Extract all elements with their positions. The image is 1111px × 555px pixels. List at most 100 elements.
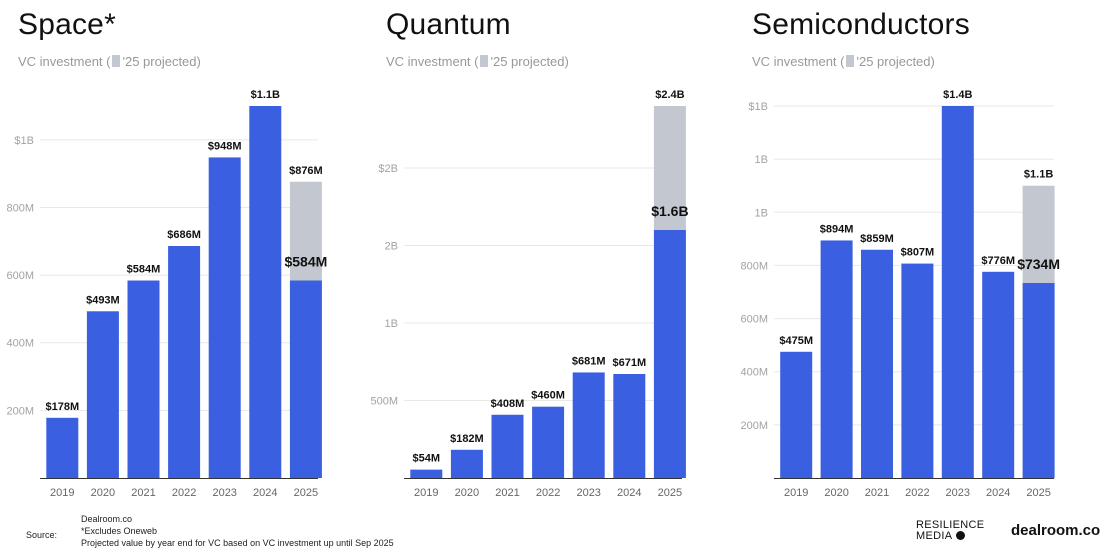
inner-value-label: $1.6B bbox=[651, 203, 688, 219]
bar bbox=[127, 280, 160, 478]
dealroom-logo: dealroom.co bbox=[1011, 522, 1101, 539]
inner-value-label: $734M bbox=[1017, 256, 1060, 272]
bar bbox=[820, 240, 853, 478]
bar bbox=[653, 230, 686, 478]
subtitle-suffix: '25 projected) bbox=[490, 54, 569, 69]
x-tick-label: 2023 bbox=[946, 487, 970, 499]
x-tick-label: 2021 bbox=[131, 487, 155, 499]
data-label: $686M bbox=[167, 229, 201, 241]
y-tick-label: 600M bbox=[6, 270, 34, 282]
x-tick-label: 2025 bbox=[658, 487, 682, 499]
subtitle-prefix: VC investment ( bbox=[18, 54, 111, 69]
subtitle-suffix: '25 projected) bbox=[122, 54, 201, 69]
data-label: $1.1B bbox=[251, 89, 280, 101]
resilience-logo-text: MEDIA bbox=[916, 530, 953, 542]
x-tick-label: 2024 bbox=[986, 487, 1010, 499]
data-label: $1.1B bbox=[1024, 169, 1053, 181]
x-tick-label: 2020 bbox=[824, 487, 848, 499]
data-label: $876M bbox=[289, 165, 323, 177]
data-label: $178M bbox=[45, 401, 79, 413]
data-label: $948M bbox=[208, 140, 242, 152]
y-tick-label: 600M bbox=[740, 314, 768, 326]
chart-subtitle: VC investment ('25 projected) bbox=[752, 54, 935, 69]
data-label: $681M bbox=[572, 355, 606, 367]
source-line: Dealroom.co bbox=[81, 514, 133, 524]
chart-subtitle: VC investment ( '25 projected) bbox=[18, 54, 201, 69]
x-tick-label: 2024 bbox=[253, 487, 277, 499]
globe-icon bbox=[956, 531, 966, 540]
y-tick-label: 1B bbox=[385, 318, 398, 330]
y-tick-label: $1B bbox=[748, 101, 768, 113]
inner-value-label: $584M bbox=[284, 254, 327, 270]
bar bbox=[780, 351, 813, 478]
x-tick-label: 2019 bbox=[50, 487, 74, 499]
resilience-logo-line1: RESILIENCE bbox=[916, 519, 985, 531]
y-tick-label: 800M bbox=[740, 260, 768, 272]
y-tick-label: 200M bbox=[6, 405, 34, 417]
bar-chart-space: 200M 400M 600M 800M $1B $178M 2019 $493M 2020 $58… bbox=[6, 89, 327, 499]
bar-projected bbox=[1022, 185, 1055, 283]
source-notes: Dealroom.co *Excludes Oneweb Projected v… bbox=[81, 513, 501, 549]
data-label: $584M bbox=[127, 264, 161, 276]
x-tick-label: 2023 bbox=[212, 487, 236, 499]
y-tick-label: 1B bbox=[755, 207, 768, 219]
y-tick-label: $1B bbox=[14, 135, 34, 147]
bar bbox=[168, 246, 201, 478]
source-label: Source: bbox=[26, 530, 58, 540]
resilience-media-logo: RESILIENCE MEDIA bbox=[916, 520, 984, 542]
resilience-logo-line2: MEDIA bbox=[916, 531, 984, 542]
bar bbox=[450, 449, 483, 478]
x-tick-label: 2023 bbox=[576, 487, 600, 499]
x-tick-label: 2020 bbox=[91, 487, 115, 499]
x-tick-label: 2021 bbox=[865, 487, 889, 499]
bar-projected bbox=[289, 181, 322, 281]
source-line: Projected value by year end for VC based… bbox=[81, 538, 394, 548]
bar bbox=[861, 249, 893, 478]
bar bbox=[86, 311, 119, 478]
y-tick-label: 200M bbox=[740, 420, 768, 432]
bar bbox=[249, 106, 282, 478]
x-tick-label: 2025 bbox=[294, 487, 318, 499]
data-label: $182M bbox=[450, 433, 484, 445]
data-label: $408M bbox=[491, 398, 525, 410]
source-line: *Excludes Oneweb bbox=[81, 526, 158, 536]
y-tick-label: 800M bbox=[6, 202, 34, 214]
x-tick-label: 2022 bbox=[536, 487, 560, 499]
y-tick-label: 400M bbox=[6, 338, 34, 350]
y-tick-label: 2B bbox=[385, 241, 398, 253]
data-label: $475M bbox=[779, 335, 813, 347]
projected-swatch-icon bbox=[480, 55, 489, 67]
bar-projected bbox=[653, 106, 686, 230]
chart-title: Semiconductors bbox=[752, 8, 970, 41]
bar bbox=[46, 417, 79, 478]
chart-title: Quantum bbox=[386, 8, 511, 41]
data-label: $859M bbox=[860, 233, 894, 245]
data-label: $54M bbox=[413, 453, 441, 465]
data-label: $1.4B bbox=[943, 89, 972, 101]
y-tick-label: $2B bbox=[378, 163, 398, 175]
bar bbox=[1022, 282, 1055, 478]
data-label: $807M bbox=[901, 247, 935, 259]
data-label: $671M bbox=[612, 357, 646, 369]
bar bbox=[208, 157, 241, 479]
bar bbox=[572, 372, 605, 478]
data-label: $2.4B bbox=[655, 89, 684, 101]
chart-panel-semiconductors: Semiconductors VC investment ('25 projec… bbox=[740, 0, 1092, 505]
y-tick-label: 400M bbox=[740, 367, 768, 379]
bar bbox=[410, 469, 443, 478]
x-tick-label: 2020 bbox=[455, 487, 479, 499]
chart-title: Space* bbox=[18, 8, 116, 41]
x-tick-label: 2024 bbox=[617, 487, 641, 499]
bar bbox=[532, 406, 565, 478]
x-tick-label: 2019 bbox=[414, 487, 438, 499]
chart-subtitle: VC investment ( '25 projected) bbox=[386, 54, 569, 69]
bar bbox=[941, 106, 974, 478]
x-tick-label: 2021 bbox=[495, 487, 519, 499]
data-label: $894M bbox=[820, 223, 854, 235]
x-tick-label: 2019 bbox=[784, 487, 808, 499]
bar bbox=[289, 280, 322, 478]
data-label: $460M bbox=[531, 390, 565, 402]
projected-swatch-icon bbox=[112, 55, 121, 67]
x-tick-label: 2022 bbox=[172, 487, 196, 499]
subtitle-prefix: VC investment ( bbox=[386, 54, 479, 69]
